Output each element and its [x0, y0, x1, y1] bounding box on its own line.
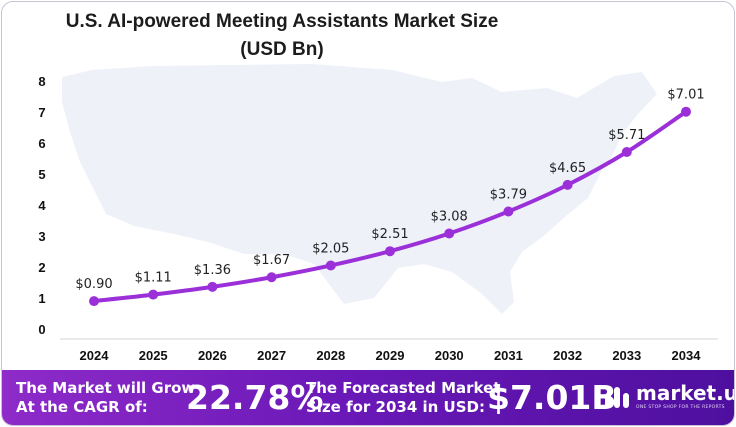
- data-point: [325, 260, 336, 271]
- data-point: [89, 296, 99, 307]
- y-axis: 0 1 2 3 4 5 6 7 8: [38, 74, 46, 337]
- data-point: [503, 206, 514, 217]
- data-label: $3.08: [431, 210, 468, 225]
- forecast-label: The Forecasted Market Size for 2034 in U…: [306, 379, 500, 417]
- cagr-value: 22.78%: [186, 378, 324, 417]
- x-tick-label: 2030: [435, 348, 464, 363]
- market-us-logo-icon: [605, 387, 629, 408]
- chart-subtitle: (USD Bn): [240, 39, 324, 60]
- cagr-label-line1: The Market will Grow: [16, 379, 196, 397]
- x-tick-label: 2033: [612, 348, 641, 363]
- data-label: $1.11: [135, 271, 172, 286]
- data-point: [207, 281, 218, 292]
- x-tick-label: 2024: [80, 348, 110, 363]
- y-tick-label: 8: [38, 74, 45, 89]
- y-tick-label: 0: [38, 322, 45, 337]
- y-tick-label: 3: [38, 229, 45, 244]
- data-label: $7.01: [667, 88, 704, 103]
- x-axis: 2024 2025 2026 2027 2028 2029 2030 2031 2032 2033…: [60, 338, 718, 363]
- y-tick-label: 1: [38, 291, 45, 306]
- x-tick-label: 2034: [672, 348, 702, 363]
- y-tick-label: 6: [38, 136, 45, 151]
- x-tick-label: 2031: [494, 348, 523, 363]
- data-point: [681, 106, 691, 117]
- data-label: $2.51: [371, 227, 408, 242]
- x-tick-label: 2025: [139, 348, 168, 363]
- data-label: $1.67: [253, 253, 290, 268]
- y-tick-label: 4: [38, 198, 46, 213]
- series-market-size: [89, 106, 691, 307]
- cagr-label: The Market will Grow At the CAGR of:: [16, 379, 195, 417]
- y-tick-label: 2: [38, 260, 45, 275]
- summary-banner: The Market will Grow At the CAGR of: 22.…: [2, 370, 734, 425]
- y-tick-label: 7: [38, 105, 45, 120]
- brand-tagline: ONE STOP SHOP FOR THE REPORTS: [636, 405, 725, 410]
- data-label: $3.79: [490, 188, 527, 203]
- data-label: $1.36: [194, 263, 231, 278]
- forecast-value: $7.01B: [487, 378, 617, 417]
- data-point: [385, 246, 395, 257]
- data-label: $4.65: [549, 161, 586, 176]
- y-tick-label: 5: [38, 167, 45, 182]
- x-tick-label: 2028: [316, 348, 345, 363]
- data-point: [562, 179, 573, 190]
- data-point: [266, 272, 277, 283]
- data-point: [444, 228, 455, 239]
- cagr-label-line2: At the CAGR of:: [16, 398, 148, 416]
- data-label: $2.05: [312, 241, 349, 256]
- x-tick-label: 2029: [376, 348, 405, 363]
- x-tick-label: 2032: [553, 348, 582, 363]
- brand-name: market.us: [636, 381, 734, 405]
- chart-title: U.S. AI-powered Meeting Assistants Marke…: [2, 8, 562, 64]
- data-label: $0.90: [75, 277, 112, 292]
- forecast-label-line2: Size for 2034 in USD:: [306, 398, 485, 416]
- data-labels: $0.90 $1.11 $1.36 $1.67 $2.05 $2.51 $3.08 $3.79…: [75, 88, 704, 292]
- forecast-label-line1: The Forecasted Market: [306, 379, 501, 397]
- x-tick-label: 2027: [257, 348, 286, 363]
- data-label: $5.71: [608, 128, 645, 143]
- x-tick-label: 2026: [198, 348, 227, 363]
- chart-title-text: U.S. AI-powered Meeting Assistants Marke…: [65, 11, 499, 32]
- data-point: [621, 146, 632, 157]
- us-map-background: [62, 64, 657, 314]
- brand-logo: market.us ONE STOP SHOP FOR THE REPORTS: [604, 380, 734, 416]
- data-point: [148, 289, 159, 300]
